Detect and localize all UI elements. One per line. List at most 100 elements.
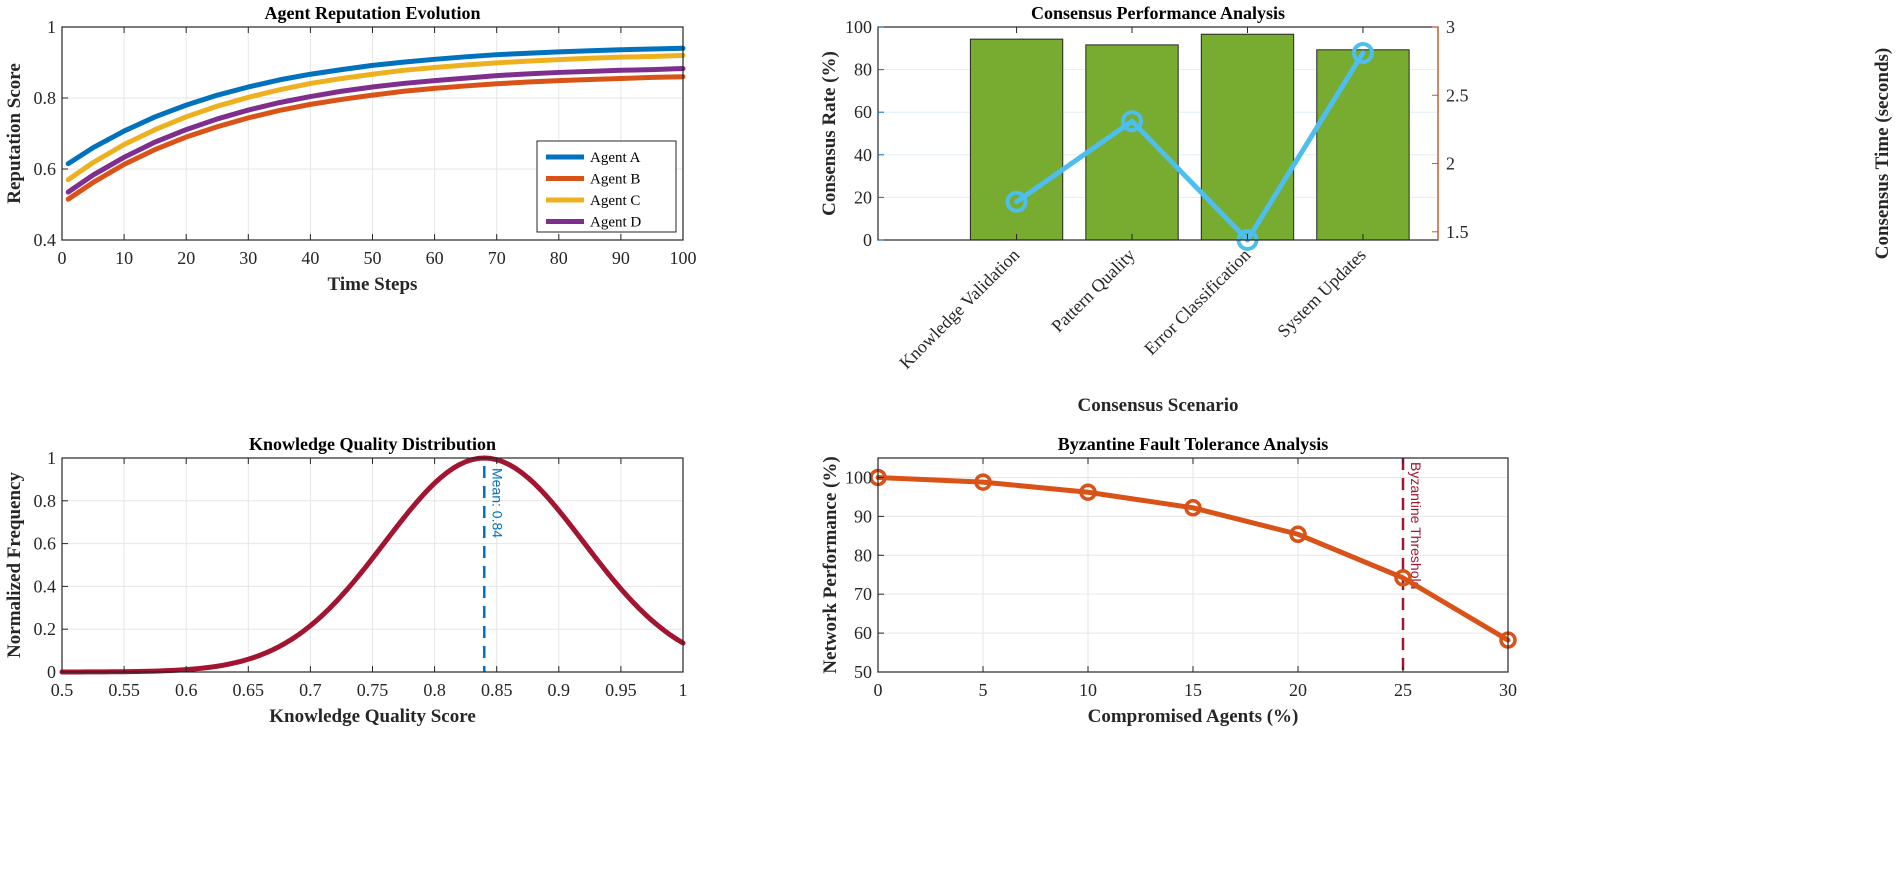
legend-label: Agent B: [590, 172, 640, 188]
x-tick-label: 0.85: [481, 680, 513, 700]
series-line-agent-d: [65, 66, 686, 195]
y-axis-label: Normalized Frequency: [4, 472, 25, 658]
chart-title: Knowledge Quality Distribution: [249, 434, 496, 454]
y-tick-label: 60: [854, 102, 872, 122]
y-tick-label: 40: [854, 145, 872, 165]
bar: [1316, 49, 1410, 241]
right-y-tick-label: 2.5: [1446, 85, 1469, 105]
legend-label: Agent C: [590, 193, 640, 209]
x-tick-label: 0.7: [299, 680, 322, 700]
line-marker: [1079, 483, 1097, 501]
x-tick-label: 40: [301, 248, 319, 268]
x-axis-label: Time Steps: [328, 274, 418, 295]
y-tick-label: 0.8: [34, 491, 57, 511]
y-tick-label: 0.6: [34, 159, 57, 179]
y-tick-label: 0: [47, 662, 56, 682]
line-marker: [974, 473, 992, 491]
y-tick-label: 50: [854, 662, 872, 682]
x-tick-label: 0.6: [175, 680, 198, 700]
y-axis-label: Reputation Score: [4, 63, 25, 204]
y-tick-label: 60: [854, 623, 872, 643]
x-axis-label: Knowledge Quality Score: [269, 706, 476, 727]
right-y-tick-label: 3: [1446, 17, 1455, 37]
x-tick-label: 1: [679, 680, 688, 700]
x-tick-label: 0.65: [233, 680, 265, 700]
x-tick-label: 20: [177, 248, 195, 268]
chart-title: Byzantine Fault Tolerance Analysis: [1058, 434, 1329, 454]
x-tick-label: 20: [1289, 680, 1307, 700]
y-tick-label: 90: [854, 506, 872, 526]
performance-line: [875, 474, 1511, 643]
x-tick-label: 15: [1184, 680, 1202, 700]
x-tick-label: 0.55: [108, 680, 140, 700]
category-label: Knowledge Validation: [895, 245, 1023, 373]
x-tick-label: 5: [979, 680, 988, 700]
series-line-agent-a: [65, 45, 686, 167]
x-tick-label: 60: [426, 248, 444, 268]
y-tick-label: 0.4: [34, 230, 57, 250]
x-tick-label: 50: [364, 248, 382, 268]
y-tick-label: 0: [863, 230, 872, 250]
y-tick-label: 0.8: [34, 88, 57, 108]
x-tick-label: 100: [670, 248, 697, 268]
line-marker: [1289, 525, 1307, 544]
y-tick-label: 0.4: [34, 576, 57, 596]
bar: [969, 38, 1064, 241]
x-tick-label: 25: [1394, 680, 1412, 700]
subplot-2: 0 20 40 60 80 100 Consensus Performance Analys…: [819, 3, 1893, 416]
x-tick-label: 0.75: [357, 680, 389, 700]
y-tick-label: 80: [854, 60, 872, 80]
x-tick-label: 10: [1079, 680, 1097, 700]
legend-label: Agent A: [590, 150, 641, 166]
category-label: System Updates: [1273, 245, 1370, 342]
y-tick-label: 20: [854, 187, 872, 207]
threshold-label: Byzantine Threshold: [1408, 462, 1424, 589]
y-tick-label: 1: [47, 17, 56, 37]
category-label: Pattern Quality: [1047, 245, 1139, 337]
line-marker: [1184, 499, 1202, 517]
y-axis-label: Consensus Rate (%): [819, 51, 840, 216]
category-label: Error Classification: [1140, 245, 1254, 359]
x-tick-label: 30: [239, 248, 257, 268]
x-axis-label: Compromised Agents (%): [1088, 706, 1299, 727]
x-tick-label: 30: [1499, 680, 1517, 700]
chart-title: Agent Reputation Evolution: [264, 3, 480, 23]
x-axis-label: Consensus Scenario: [1078, 395, 1239, 416]
y-tick-label: 0.2: [34, 619, 57, 639]
distribution-curve: [59, 455, 686, 675]
x-tick-label: 0.8: [423, 680, 446, 700]
line-marker: [1005, 190, 1028, 213]
x-tick-label: 0.9: [548, 680, 571, 700]
right-y-tick-label: 1.5: [1446, 222, 1469, 242]
y-tick-label: 80: [854, 545, 872, 565]
y-axis-label: Network Performance (%): [820, 456, 841, 673]
y-tick-label: 0.6: [34, 534, 57, 554]
chart-title: Consensus Performance Analysis: [1031, 3, 1285, 23]
consensus-time-line: [1014, 50, 1366, 243]
subplot-3: Mean: 0.84 0.5 0.55 0.6 0.65 0.7 0.75 0.8 0.85 0.…: [4, 434, 688, 727]
line-marker: [1121, 110, 1144, 133]
subplot-4: Byzantine Threshold 0 5 10 15 20 25 30 50 60 70 80 9…: [820, 434, 1517, 727]
mean-label: Mean: 0.84: [489, 468, 505, 538]
x-tick-label: 80: [550, 248, 568, 268]
right-y-axis-label: Consensus Time (seconds): [1872, 48, 1893, 260]
y-tick-label: 100: [845, 467, 872, 487]
x-tick-label: 70: [488, 248, 506, 268]
legend: Agent A Agent B Agent C Agent D: [536, 140, 677, 233]
line-marker: [1394, 569, 1412, 587]
right-y-tick-label: 2: [1446, 154, 1455, 174]
line-marker: [1351, 41, 1374, 64]
x-tick-label: 0: [874, 680, 883, 700]
subplot-1: 0 10 20 30 40 50 60 70 80 90 100 0.4 0.6 0.8 1 Agent Re…: [4, 3, 697, 295]
series-line-agent-c: [65, 52, 686, 183]
legend-label: Agent D: [590, 215, 641, 231]
y-tick-label: 100: [845, 17, 872, 37]
y-tick-label: 1: [47, 448, 56, 468]
x-tick-label: 0: [58, 248, 67, 268]
series-line-agent-b: [65, 74, 686, 202]
y-tick-label: 70: [854, 584, 872, 604]
x-tick-label: 0.5: [51, 680, 74, 700]
x-tick-label: 90: [612, 248, 630, 268]
x-tick-label: 0.95: [605, 680, 637, 700]
